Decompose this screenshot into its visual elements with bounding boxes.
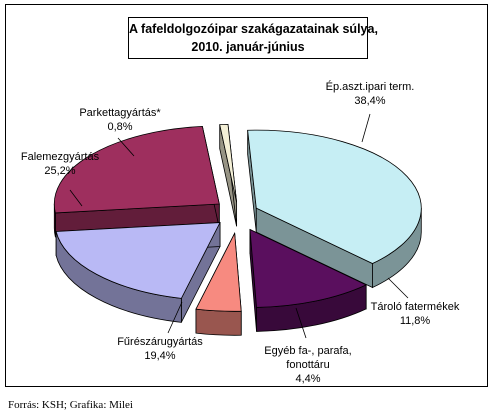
slice-label-0: Ép.aszt.ipari term. <box>326 80 415 93</box>
pie-slice-1 <box>249 228 368 332</box>
pie-slice-3 <box>55 222 221 323</box>
chart-title-line2: 2010. január-június <box>191 40 305 54</box>
leader-line-3 <box>167 301 183 334</box>
chart-title: A fafeldolgozóipar szakágazatainak súlya… <box>128 17 378 59</box>
source-note: Forrás: KSH; Grafika: Milei <box>8 399 133 411</box>
pie-slice-2 <box>195 231 242 336</box>
pie-slice-top <box>53 125 220 214</box>
slice-label-line2-2: fonottáru <box>286 359 329 371</box>
pie-slice-top <box>219 123 238 203</box>
slice-value-4: 25,2% <box>44 165 75 177</box>
leader-line-1 <box>387 277 409 299</box>
chart-title-line1: A fafeldolgozóipar szakágazatainak súlya… <box>129 22 378 36</box>
slice-value-2: 4,4% <box>295 373 320 385</box>
pie-slice-top <box>195 231 242 312</box>
slice-value-3: 19,4% <box>144 350 175 362</box>
leader-line-0 <box>361 113 371 143</box>
pie-slice-top <box>249 228 368 308</box>
slice-label-5: Parkettagyártás* <box>79 107 161 119</box>
pie-slice-side <box>195 308 242 336</box>
pie-slice-4 <box>53 125 220 238</box>
slice-label-2: Egyéb fa-, parafa, <box>264 345 351 357</box>
slice-value-1: 11,8% <box>400 315 431 327</box>
pie-slice-top <box>247 129 422 264</box>
slice-label-4: Falemezgyártás <box>21 151 100 163</box>
leader-line-5 <box>117 137 135 157</box>
pie-slice-5 <box>219 123 238 227</box>
slice-label-3: Fűrészárugyártás <box>117 336 203 348</box>
pie-slice-top <box>55 222 221 299</box>
leader-line-2 <box>295 307 307 339</box>
slice-value-0: 38,4% <box>354 95 385 107</box>
leader-line-4 <box>69 189 83 207</box>
slice-value-5: 0,8% <box>107 121 132 133</box>
pie-slice-0 <box>247 129 422 289</box>
slice-label-1: Tároló fatermékek <box>371 301 460 313</box>
